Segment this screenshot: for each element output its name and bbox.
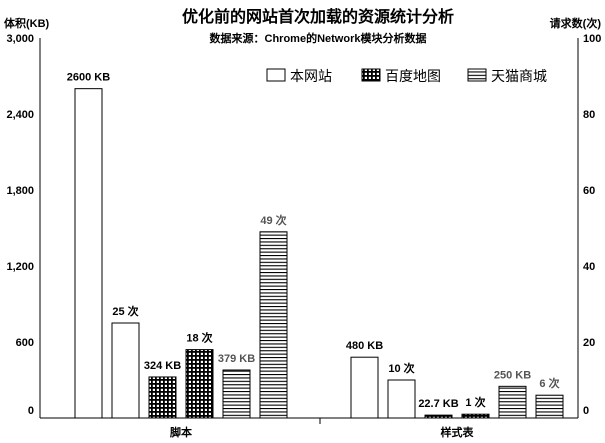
y-tick-right: 40 [583,261,595,273]
y-tick-right: 80 [583,109,595,121]
legend-item-baidu: 百度地图 [361,68,441,84]
bar [185,349,214,419]
bar-value-label: 324 KB [144,360,181,372]
x-category-label: 脚本 [170,425,192,439]
y-axis-left-title: 体积(KB) [4,16,50,30]
data-labels: 2600 KB 25 次 324 KB 18 次 379 KB 49 次 480 KB 10 … [67,72,560,410]
legend-item-tmall: 天猫商城 [467,68,547,84]
x-category-label: 样式表 [441,425,475,439]
y-tick-left: 3,000 [6,33,34,45]
y-tick-left: 2,400 [6,109,34,121]
bar-value-label: 18 次 [186,331,212,345]
bar [387,379,416,419]
y-tick-left: 1,200 [6,261,34,273]
bar-value-label: 22.7 KB [418,398,458,410]
bar [498,385,527,419]
chart-title: 优化前的网站首次加载的资源统计分析 [182,7,454,26]
bars [74,88,564,419]
bar-value-label: 480 KB [346,340,383,352]
bar [461,413,490,419]
y-tick-left: 600 [16,337,34,349]
y-tick-left: 1,800 [6,185,34,197]
bar-value-label: 250 KB [494,369,531,381]
bar [148,376,177,419]
bar [350,356,379,419]
legend: 本网站 百度地图 天猫商城 [266,68,547,84]
legend-label-baidu: 百度地图 [385,68,441,84]
y-tick-right: 0 [583,405,589,417]
legend-label-tmall: 天猫商城 [491,68,547,84]
y-tick-right: 100 [583,33,601,45]
legend-swatch-tmall [467,68,487,82]
bar-value-label: 2600 KB [67,72,110,84]
y-tick-left: 0 [28,405,34,417]
bar [535,394,564,419]
bar [74,88,103,419]
y-axis-right-title: 请求数(次) [550,16,602,30]
y-tick-right: 20 [583,337,595,349]
bar-value-label: 6 次 [539,376,559,390]
bar [424,414,453,419]
bar-value-label: 25 次 [112,304,138,318]
bar [111,322,140,419]
legend-swatch-baidu [361,68,381,82]
bar [222,369,251,419]
y-tick-right: 60 [583,185,595,197]
bar-value-label: 379 KB [218,353,255,365]
bar-value-label: 49 次 [260,213,286,227]
bar-value-label: 10 次 [388,361,414,375]
legend-label-site: 本网站 [290,68,332,84]
chart-subtitle: 数据来源：Chrome的Network模块分析数据 [210,31,427,45]
bar [259,231,288,419]
legend-item-site: 本网站 [266,68,332,84]
bar-value-label: 1 次 [465,395,485,409]
legend-swatch-site [266,68,286,82]
